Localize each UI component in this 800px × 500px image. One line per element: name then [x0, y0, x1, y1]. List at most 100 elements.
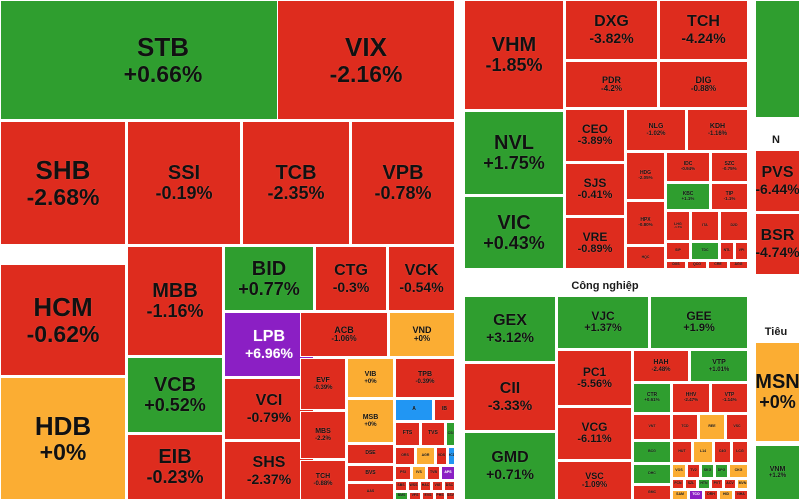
treemap-tile-sjs[interactable]: SJS -0.41%	[565, 163, 625, 216]
treemap-tile-ceo[interactable]: CEO -3.89%	[565, 109, 625, 162]
treemap-tile-bvs[interactable]: BVS	[347, 465, 394, 482]
treemap-tile-htn[interactable]: HTN	[698, 479, 710, 489]
treemap-tile-dxg[interactable]: DXG -3.82%	[565, 0, 658, 60]
treemap-tile-ctg[interactable]: CTG -0.3%	[315, 246, 387, 311]
treemap-tile-mbb[interactable]: MBB -1.16%	[127, 246, 223, 356]
treemap-tile-evs[interactable]: EVS	[422, 492, 434, 500]
treemap-tile-szl[interactable]: SZL	[685, 479, 697, 489]
treemap-tile-tcb[interactable]: TCB -2.35%	[242, 121, 350, 245]
treemap-tile-tip[interactable]: TIP -1.1%	[711, 183, 748, 210]
treemap-tile-ivs[interactable]: IVS	[412, 466, 426, 480]
treemap-tile-d2d[interactable]: D2D	[720, 211, 748, 241]
treemap-tile-lcg[interactable]: LCG	[732, 441, 748, 463]
treemap-tile-vtp[interactable]: VTP -1.14%	[711, 383, 748, 413]
treemap-tile-vcb[interactable]: VCB +0.52%	[127, 357, 223, 433]
treemap-tile-ckg[interactable]: CKG	[729, 464, 748, 478]
treemap-tile-nvl[interactable]: NVL +1.75%	[464, 111, 564, 195]
treemap-tile-bid[interactable]: BID +0.77%	[224, 246, 314, 311]
treemap-tile-vsc[interactable]: VSC -1.09%	[557, 461, 632, 500]
treemap-tile-cii[interactable]: CII -3.33%	[464, 363, 556, 431]
treemap-tile-ita[interactable]: ITA	[691, 211, 719, 241]
treemap-tile-cre[interactable]: CRE	[708, 261, 728, 269]
treemap-tile-ib[interactable]: IB	[434, 399, 455, 421]
treemap-tile-pvs[interactable]: PVS -6.44%	[755, 150, 800, 212]
treemap-tile-pvt[interactable]: PVT	[711, 479, 723, 489]
treemap-tile-tv2[interactable]: TV2	[687, 464, 700, 478]
treemap-tile-a[interactable]: A	[395, 399, 433, 421]
treemap-tile-shs[interactable]: SHS -2.37%	[224, 441, 314, 500]
treemap-tile-hqc[interactable]: HQC	[626, 246, 665, 269]
treemap-tile-hhv[interactable]: HHV -2.47%	[672, 383, 710, 413]
treemap-tile-tch[interactable]: TCH -0.88%	[300, 460, 346, 500]
treemap-tile-vpb[interactable]: VPB -0.78%	[351, 121, 455, 245]
treemap-tile-gex[interactable]: GEX +3.12%	[464, 296, 556, 362]
treemap-tile-acv[interactable]: ACV	[724, 479, 736, 489]
treemap-tile-agg[interactable]: AGG	[729, 261, 748, 269]
treemap-tile-tco[interactable]: TCO	[689, 490, 703, 500]
treemap-tile-wss[interactable]: WSS	[408, 481, 419, 491]
treemap-tile-hdb[interactable]: HDB +0%	[0, 377, 126, 500]
treemap-tile-vds[interactable]: VDS	[436, 447, 447, 465]
treemap-tile-vpi[interactable]: VPI	[735, 242, 748, 260]
treemap-tile-dsc[interactable]: DSC	[444, 481, 455, 491]
treemap-tile-skg[interactable]: SKG	[701, 464, 714, 478]
treemap-tile-gmc[interactable]: GMC	[633, 485, 671, 500]
treemap-tile-pdr[interactable]: PDR -4.2%	[565, 61, 658, 108]
treemap-tile-eib[interactable]: EIB -0.23%	[127, 434, 223, 500]
treemap-tile-bsr[interactable]: BSR -4.74%	[755, 213, 800, 275]
treemap-tile-csi[interactable]: CSI	[446, 422, 455, 446]
treemap-tile-sbs[interactable]: SBS	[395, 481, 407, 491]
treemap-tile-shb[interactable]: SHB -2.68%	[0, 121, 126, 245]
treemap-tile-vtp[interactable]: VTP +1.01%	[690, 350, 748, 382]
treemap-tile-tcd[interactable]: TCD	[672, 414, 698, 440]
treemap-tile-nha[interactable]: NHA	[734, 490, 748, 500]
treemap-tile-kbc[interactable]: KBC +1.1%	[666, 183, 710, 210]
treemap-tile-hcd[interactable]: HCD	[448, 447, 455, 465]
treemap-tile-vnd[interactable]: VND +0%	[389, 312, 455, 357]
treemap-tile-phs[interactable]: PHS	[435, 492, 445, 500]
treemap-tile-qcg[interactable]: QCG	[687, 261, 707, 269]
treemap-tile-ntl[interactable]: NTL	[720, 242, 734, 260]
treemap-tile-hid[interactable]: HID	[719, 490, 733, 500]
treemap-tile-vix[interactable]: VIX -2.16%	[277, 0, 455, 120]
treemap-tile-tch[interactable]: TCH -4.24%	[659, 0, 748, 60]
treemap-tile-tdc[interactable]: TDC	[691, 242, 719, 260]
treemap-tile-l14[interactable]: L14	[693, 441, 713, 463]
treemap-tile-vnm[interactable]: VNM +1.2%	[755, 445, 800, 500]
treemap-tile-dpg[interactable]: DPG	[715, 464, 728, 478]
treemap-tile-msb[interactable]: MSB +0%	[347, 399, 394, 443]
treemap-tile-dse[interactable]: DSE	[347, 444, 394, 464]
treemap-tile-dxs[interactable]: DXS	[666, 261, 686, 269]
treemap-tile-tvb[interactable]: TVB	[427, 466, 440, 480]
treemap-tile-msn[interactable]: MSN +0%	[755, 342, 800, 442]
treemap-tile-dhc[interactable]: DHC	[633, 464, 671, 484]
treemap-tile-ree[interactable]: REE	[699, 414, 725, 440]
treemap-tile-vci[interactable]: VCI -0.79%	[224, 378, 314, 440]
treemap-tile-mvn[interactable]: MVN	[737, 479, 748, 489]
treemap-tile-ors[interactable]: ORS	[395, 447, 415, 465]
treemap-tile-hpx[interactable]: HPX -0.80%	[626, 201, 665, 245]
treemap-tile-vhm[interactable]: VHM -1.85%	[464, 0, 564, 110]
treemap-tile-pc1[interactable]: PC1 -5.56%	[557, 350, 632, 406]
treemap-tile-sip[interactable]: SIP	[666, 242, 690, 260]
treemap-tile-idc[interactable]: IDC -0.94%	[666, 152, 710, 182]
treemap-tile-bms[interactable]: BMS	[395, 492, 408, 500]
treemap-tile-tvs[interactable]: TVS	[421, 422, 445, 446]
treemap-tile-gmd[interactable]: GMD +0.71%	[464, 432, 556, 500]
treemap-tile-drh[interactable]: DRH	[704, 490, 718, 500]
treemap-tile-agr[interactable]: AGR	[416, 447, 435, 465]
treemap-tile[interactable]	[755, 0, 800, 118]
treemap-tile-hac[interactable]: HAC	[420, 481, 431, 491]
treemap-tile-ssv[interactable]: SSV	[446, 492, 455, 500]
treemap-tile-evf[interactable]: EVF -0.39%	[300, 358, 346, 410]
treemap-tile-mbs[interactable]: MBS -2.2%	[300, 411, 346, 459]
treemap-tile-szc[interactable]: SZC -0.75%	[711, 152, 748, 182]
treemap-tile-bcg[interactable]: BCG	[633, 441, 671, 463]
treemap-tile-hdg[interactable]: HDG -2.05%	[626, 152, 665, 200]
treemap-tile-vib[interactable]: VIB +0%	[347, 358, 394, 398]
treemap-tile-nlg[interactable]: NLG -1.02%	[626, 109, 686, 151]
treemap-tile-c4g[interactable]: C4G	[714, 441, 731, 463]
treemap-tile-stb[interactable]: STB +0.66%	[0, 0, 326, 120]
treemap-tile-vre[interactable]: VRE -0.89%	[565, 217, 625, 269]
treemap-tile-ctr[interactable]: CTR +0.61%	[633, 383, 671, 413]
